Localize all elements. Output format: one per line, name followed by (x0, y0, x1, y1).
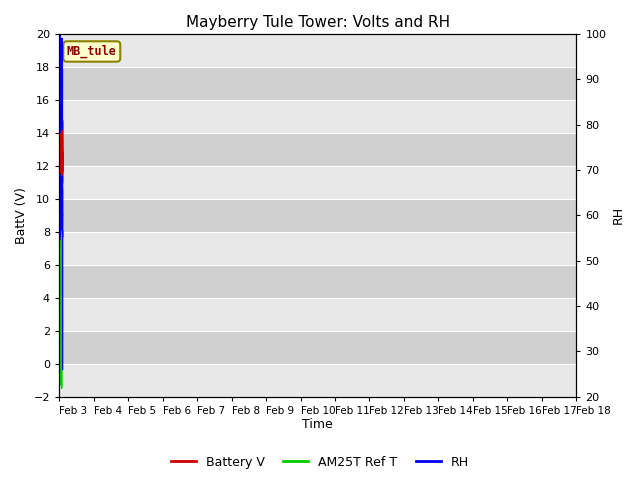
Y-axis label: RH: RH (612, 206, 625, 224)
X-axis label: Time: Time (302, 419, 333, 432)
Title: Mayberry Tule Tower: Volts and RH: Mayberry Tule Tower: Volts and RH (186, 15, 450, 30)
Bar (59, 364, 577, 396)
Bar (59, 166, 577, 199)
Bar (59, 265, 577, 298)
Bar (59, 100, 577, 133)
Bar (59, 232, 577, 265)
Y-axis label: BattV (V): BattV (V) (15, 187, 28, 244)
Text: MB_tule: MB_tule (67, 45, 116, 58)
Bar (59, 67, 577, 100)
Bar (59, 298, 577, 331)
Bar (59, 199, 577, 232)
Bar (59, 331, 577, 364)
Bar (59, 133, 577, 166)
Legend: Battery V, AM25T Ref T, RH: Battery V, AM25T Ref T, RH (166, 451, 474, 474)
Bar (59, 34, 577, 67)
